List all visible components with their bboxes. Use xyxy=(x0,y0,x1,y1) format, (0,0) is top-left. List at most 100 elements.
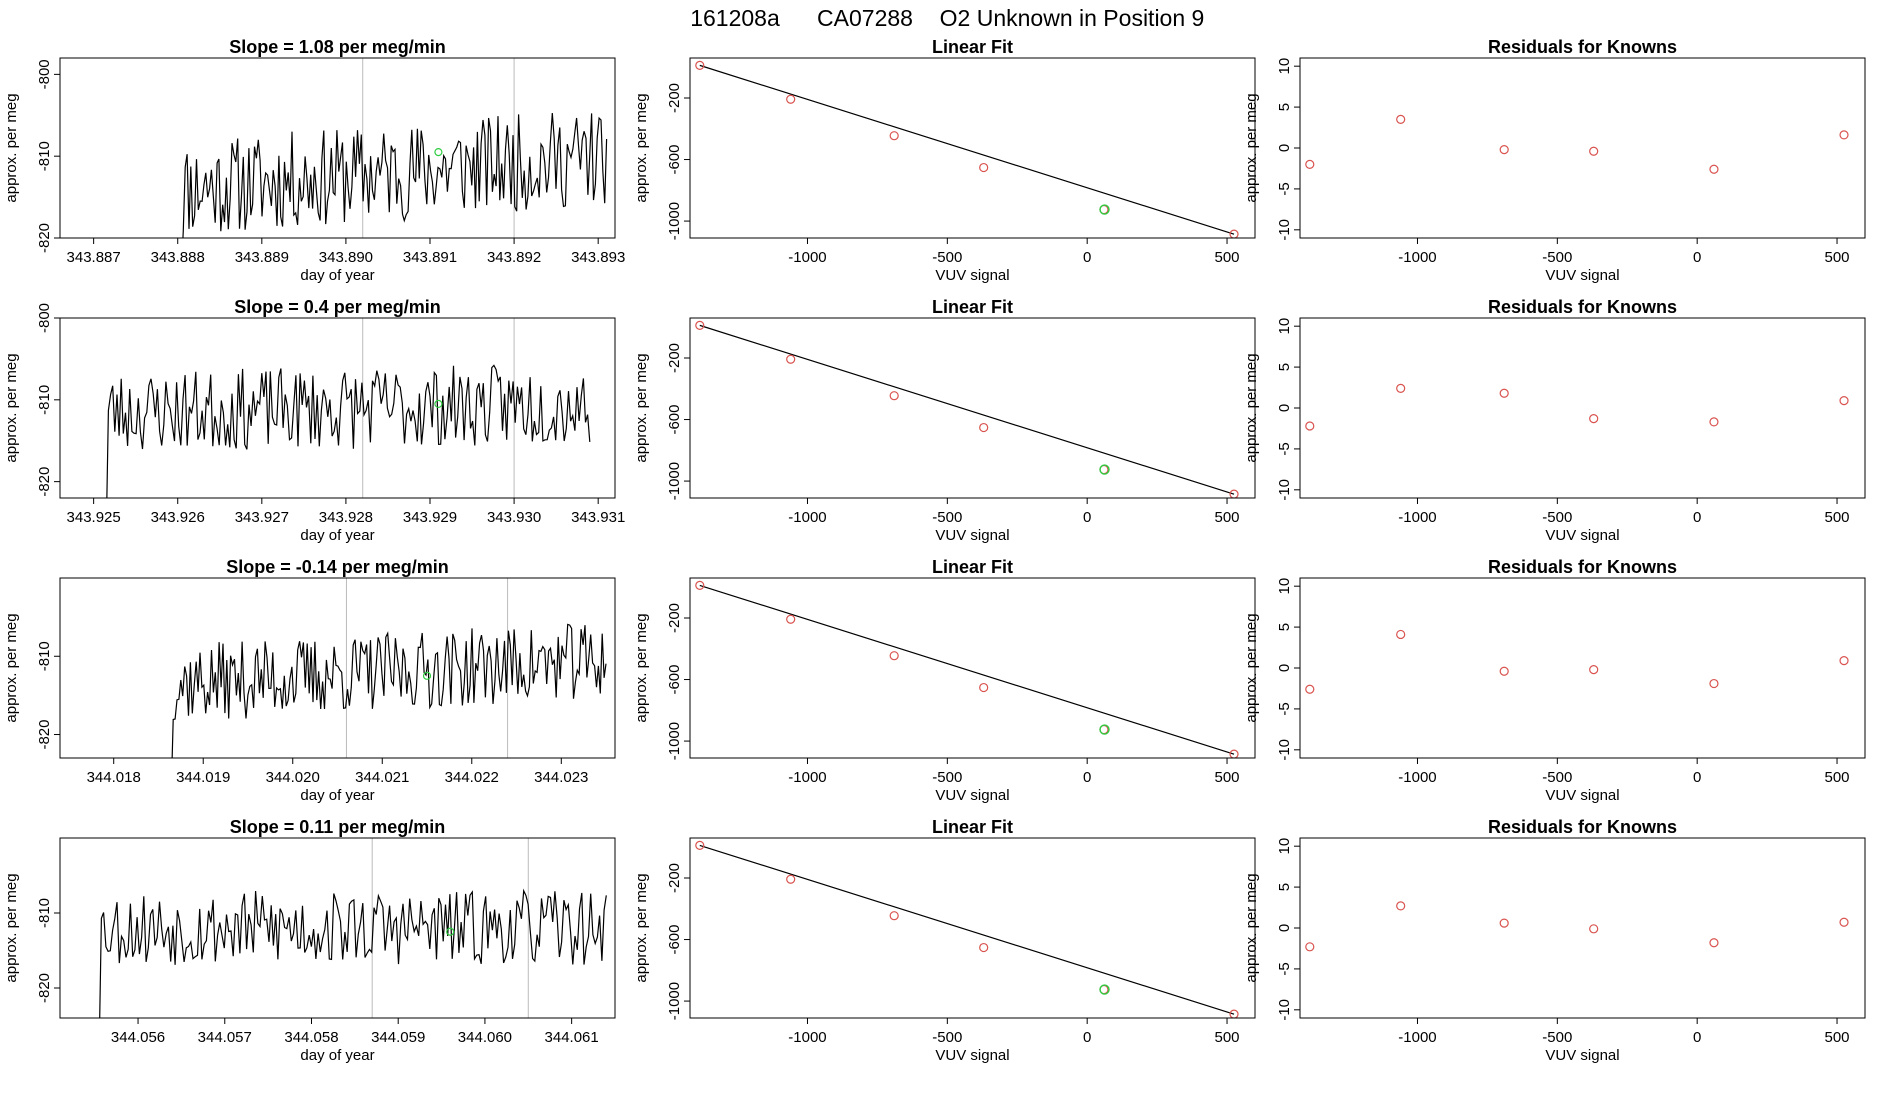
panel-title: Slope = 0.4 per meg/min xyxy=(234,297,441,317)
panel-time_series-row2: Slope = 0.4 per meg/min 343.925 343.926 343… xyxy=(3,297,625,544)
y-tick-label: -200 xyxy=(666,343,683,373)
known-standard-point xyxy=(889,911,899,921)
x-tick-label: -500 xyxy=(1542,769,1572,786)
plot-area xyxy=(695,60,1239,238)
y-axis-label: approx. per meg xyxy=(633,613,650,722)
residual-point xyxy=(1709,678,1719,689)
x-tick-label: 0 xyxy=(1083,509,1091,526)
x-tick-label: 0 xyxy=(1693,249,1701,266)
x-tick-label: 500 xyxy=(1215,249,1240,266)
y-tick-label: -600 xyxy=(666,665,683,695)
x-tick-label: -500 xyxy=(932,769,962,786)
known-standard-point xyxy=(1229,229,1239,238)
residual-point xyxy=(1396,383,1406,393)
x-axis-label: VUV signal xyxy=(1545,787,1619,804)
plot-area xyxy=(1305,114,1849,174)
residual-point xyxy=(1839,917,1849,927)
plot-frame xyxy=(1299,837,1866,1019)
panel-time_series-row4: Slope = 0.11 per meg/min 344.056 344.057 34… xyxy=(3,817,616,1064)
y-tick-label: -5 xyxy=(1276,962,1293,975)
y-tick-label: 5 xyxy=(1276,883,1293,891)
panel-title: Slope = -0.14 per meg/min xyxy=(226,557,449,577)
residual-point xyxy=(1589,665,1599,675)
x-axis-label: VUV signal xyxy=(1545,1047,1619,1064)
plot-area xyxy=(695,320,1239,498)
panel-title: Linear Fit xyxy=(932,817,1013,837)
fit-line xyxy=(699,324,1235,495)
x-tick-label: 0 xyxy=(1693,509,1701,526)
x-tick-label: 343.927 xyxy=(235,509,289,526)
plot-frame xyxy=(689,57,1256,239)
panel-title: Residuals for Knowns xyxy=(1488,37,1677,57)
y-tick-label: 10 xyxy=(1276,838,1293,855)
x-tick-label: -1000 xyxy=(788,769,826,786)
x-tick-label: -1000 xyxy=(788,249,826,266)
known-standard-point xyxy=(695,320,705,330)
residual-point xyxy=(1709,938,1719,948)
known-standard-point xyxy=(889,131,899,141)
plot-area xyxy=(695,580,1239,758)
y-tick-label: 0 xyxy=(1276,664,1293,672)
y-tick-label: 10 xyxy=(1276,318,1293,335)
known-standard-point xyxy=(979,682,989,693)
unknown-mean-marker xyxy=(422,671,432,680)
panel-residuals-row4: Residuals for Knowns -1000 -500 0 500 10 5 0 -5 -… xyxy=(1243,817,1866,1064)
y-tick-label: -1000 xyxy=(666,982,683,1020)
panel-linear_fit-row1: Linear Fit -1000 -500 0 500 -200 -600 -1000 VUV … xyxy=(633,37,1256,284)
residual-point xyxy=(1709,417,1719,427)
y-tick-label: -800 xyxy=(36,303,53,333)
known-standard-point xyxy=(1229,749,1239,758)
x-axis-label: VUV signal xyxy=(1545,527,1619,544)
x-tick-label: 500 xyxy=(1825,769,1850,786)
x-tick-label: 344.023 xyxy=(534,769,588,786)
known-standard-point xyxy=(979,422,989,433)
unknown-mean-marker xyxy=(446,927,455,936)
header-description: O2 Unknown in Position 9 xyxy=(940,5,1205,31)
known-standard-point xyxy=(889,391,899,401)
residual-point xyxy=(1839,396,1849,406)
residual-point xyxy=(1305,159,1315,169)
y-tick-label: 5 xyxy=(1276,623,1293,631)
residual-point xyxy=(1839,656,1849,666)
known-standard-point xyxy=(786,94,796,104)
x-tick-label: 500 xyxy=(1825,249,1850,266)
x-tick-label: 344.018 xyxy=(87,769,141,786)
x-tick-label: 343.890 xyxy=(319,249,373,266)
x-tick-label: 0 xyxy=(1083,1029,1091,1046)
plot-frame xyxy=(689,317,1256,499)
x-tick-label: 344.061 xyxy=(545,1029,599,1046)
x-axis-label: VUV signal xyxy=(935,267,1009,284)
y-tick-label: -800 xyxy=(36,59,53,89)
x-tick-label: -1000 xyxy=(788,509,826,526)
plot-frame xyxy=(689,837,1256,1019)
x-tick-label: 344.059 xyxy=(371,1029,425,1046)
signal-series-line xyxy=(99,888,607,1018)
y-axis-label: approx. per meg xyxy=(3,873,20,982)
y-tick-label: 0 xyxy=(1276,924,1293,932)
panel-linear_fit-row2: Linear Fit -1000 -500 0 500 -200 -600 -1000 VUV … xyxy=(633,297,1256,544)
unknown-sample-point xyxy=(1099,464,1110,475)
y-axis-label: approx. per meg xyxy=(633,93,650,202)
panel-linear_fit-row3: Linear Fit -1000 -500 0 500 -200 -600 -1000 VUV … xyxy=(633,557,1256,804)
x-tick-label: -500 xyxy=(1542,1029,1572,1046)
x-tick-label: 343.889 xyxy=(235,249,289,266)
x-axis-label: VUV signal xyxy=(935,1047,1009,1064)
plot-area xyxy=(695,840,1239,1018)
y-axis-label: approx. per meg xyxy=(3,353,20,462)
y-tick-label: -810 xyxy=(36,141,53,171)
panel-title: Linear Fit xyxy=(932,557,1013,577)
y-tick-label: -10 xyxy=(1276,479,1293,501)
x-tick-label: 343.893 xyxy=(571,249,625,266)
residual-point xyxy=(1589,414,1599,424)
signal-series-line xyxy=(171,623,607,758)
x-tick-label: 0 xyxy=(1693,769,1701,786)
fit-line xyxy=(699,64,1235,235)
y-tick-label: 0 xyxy=(1276,144,1293,152)
plot-area xyxy=(182,58,608,238)
y-axis-label: approx. per meg xyxy=(633,353,650,462)
panel-linear_fit-row4: Linear Fit -1000 -500 0 500 -200 -600 -1000 VUV … xyxy=(633,817,1256,1064)
y-tick-label: -600 xyxy=(666,405,683,435)
panel-title: Linear Fit xyxy=(932,37,1013,57)
residual-point xyxy=(1305,942,1315,952)
y-tick-label: 0 xyxy=(1276,404,1293,412)
